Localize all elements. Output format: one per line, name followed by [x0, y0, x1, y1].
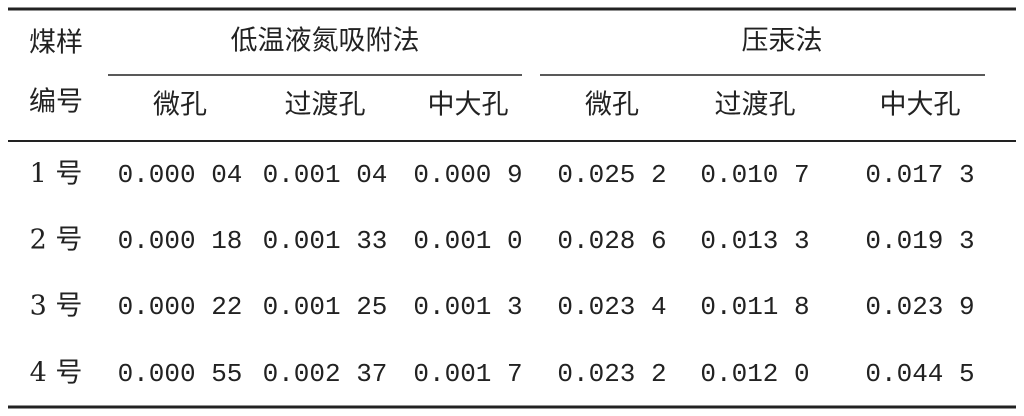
group-header: 压汞法	[742, 26, 823, 57]
group-header: 低温液氮吸附法	[231, 26, 420, 57]
row-header: 1 号	[30, 159, 83, 190]
cell: 0.001 33	[263, 226, 388, 256]
corner-header: 煤样	[29, 28, 83, 59]
cell: 0.001 04	[263, 160, 388, 190]
row-header: 3 号	[30, 291, 83, 322]
cell: 0.001 25	[263, 292, 388, 322]
column-header: 中大孔	[880, 90, 961, 121]
cell: 0.001 0	[413, 226, 522, 256]
cell: 0.028 6	[557, 226, 666, 256]
cell: 0.023 2	[557, 359, 666, 389]
column-header: 微孔	[153, 90, 207, 121]
cell: 0.012 0	[700, 359, 809, 389]
cell: 0.025 2	[557, 160, 666, 190]
cell: 0.000 9	[413, 160, 522, 190]
cell: 0.013 3	[700, 226, 809, 256]
cell: 0.001 7	[413, 359, 522, 389]
cell: 0.002 37	[263, 359, 388, 389]
cell: 0.023 4	[557, 292, 666, 322]
cell: 0.000 55	[118, 359, 243, 389]
column-header: 过渡孔	[285, 90, 366, 121]
cell: 0.023 9	[865, 292, 974, 322]
corner-header: 编号	[29, 87, 83, 118]
cell: 0.017 3	[865, 160, 974, 190]
row-header: 2 号	[30, 225, 83, 256]
cell: 0.000 04	[118, 160, 243, 190]
column-header: 微孔	[585, 90, 639, 121]
column-header: 中大孔	[428, 90, 509, 121]
row-header: 4 号	[30, 358, 83, 389]
cell: 0.044 5	[865, 359, 974, 389]
column-header: 过渡孔	[715, 90, 796, 121]
cell: 0.001 3	[413, 292, 522, 322]
cell: 0.000 22	[118, 292, 243, 322]
cell: 0.010 7	[700, 160, 809, 190]
cell: 0.019 3	[865, 226, 974, 256]
cell: 0.011 8	[700, 292, 809, 322]
cell: 0.000 18	[118, 226, 243, 256]
